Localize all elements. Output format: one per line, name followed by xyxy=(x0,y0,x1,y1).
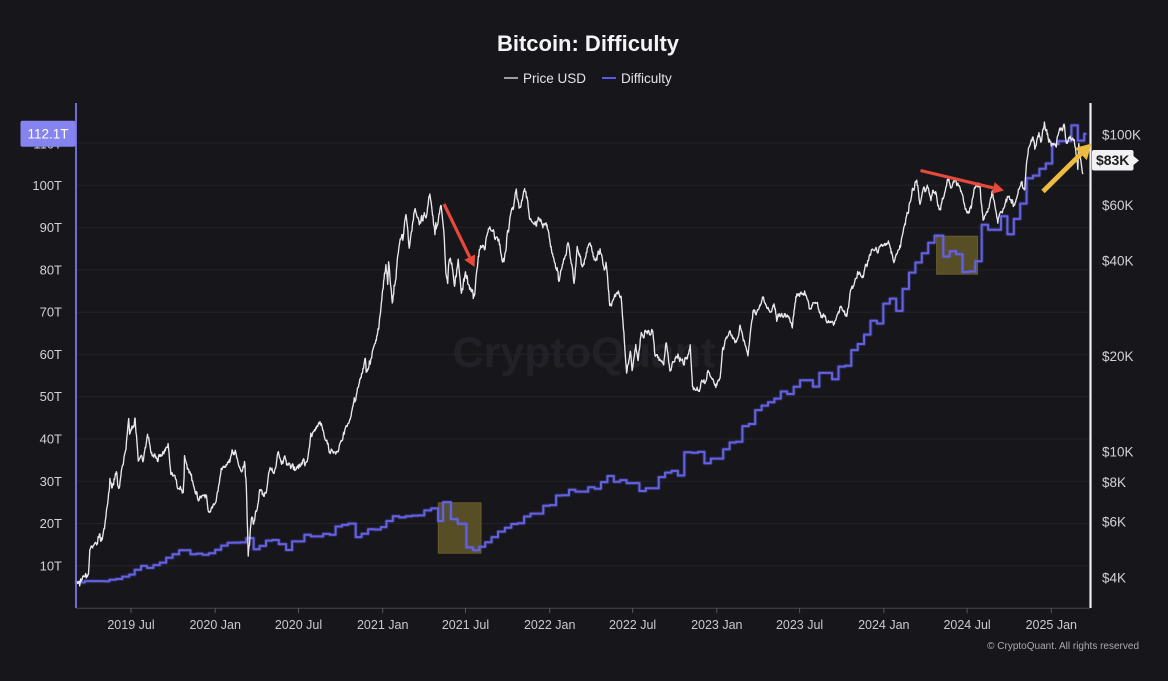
svg-text:60T: 60T xyxy=(40,347,62,362)
svg-text:100T: 100T xyxy=(32,178,62,193)
svg-text:$100K: $100K xyxy=(1102,128,1141,143)
svg-text:2020 Jul: 2020 Jul xyxy=(275,618,322,632)
svg-text:2024 Jul: 2024 Jul xyxy=(943,618,990,632)
svg-text:2024 Jan: 2024 Jan xyxy=(858,618,909,632)
svg-text:2021 Jul: 2021 Jul xyxy=(442,618,489,632)
svg-text:10T: 10T xyxy=(40,558,62,573)
svg-text:2022 Jan: 2022 Jan xyxy=(524,618,575,632)
svg-text:50T: 50T xyxy=(40,389,62,404)
svg-text:2023 Jan: 2023 Jan xyxy=(691,618,742,632)
svg-text:Bitcoin: Difficulty: Bitcoin: Difficulty xyxy=(497,31,680,56)
svg-text:$4K: $4K xyxy=(1102,571,1126,586)
svg-text:2022 Jul: 2022 Jul xyxy=(609,618,656,632)
svg-text:$83K: $83K xyxy=(1096,152,1129,168)
svg-text:40T: 40T xyxy=(40,432,62,447)
svg-text:Difficulty: Difficulty xyxy=(621,71,672,86)
svg-text:© CryptoQuant. All rights rese: © CryptoQuant. All rights reserved xyxy=(987,641,1139,652)
svg-text:90T: 90T xyxy=(40,220,62,235)
svg-text:2025 Jan: 2025 Jan xyxy=(1026,618,1077,632)
svg-text:Price USD: Price USD xyxy=(523,71,586,86)
svg-text:20T: 20T xyxy=(40,516,62,531)
svg-text:30T: 30T xyxy=(40,474,62,489)
svg-text:$60K: $60K xyxy=(1102,198,1134,213)
svg-text:2023 Jul: 2023 Jul xyxy=(776,618,823,632)
svg-text:80T: 80T xyxy=(40,262,62,277)
svg-text:$40K: $40K xyxy=(1102,254,1134,269)
svg-text:$8K: $8K xyxy=(1102,475,1126,490)
svg-text:2020 Jan: 2020 Jan xyxy=(189,618,240,632)
svg-text:$6K: $6K xyxy=(1102,515,1126,530)
svg-text:$20K: $20K xyxy=(1102,349,1134,364)
svg-text:70T: 70T xyxy=(40,305,62,320)
svg-text:2021 Jan: 2021 Jan xyxy=(357,618,408,632)
svg-text:112.1T: 112.1T xyxy=(27,126,68,141)
svg-text:2019 Jul: 2019 Jul xyxy=(107,618,154,632)
svg-text:CryptoQuant: CryptoQuant xyxy=(453,329,716,377)
svg-text:$10K: $10K xyxy=(1102,444,1134,459)
